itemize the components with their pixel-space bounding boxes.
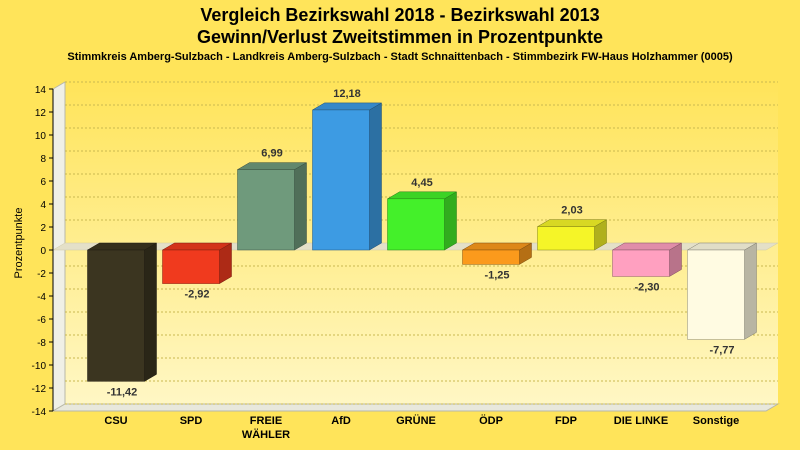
data-label: 12,18 bbox=[333, 88, 361, 100]
x-tick-label: DIE LINKE bbox=[614, 415, 668, 427]
y-tick-label: -14 bbox=[32, 407, 47, 418]
y-tick-label: 12 bbox=[35, 108, 47, 119]
x-tick-label: AfD bbox=[331, 415, 351, 427]
bar bbox=[236, 162, 308, 251]
y-tick-label: -12 bbox=[32, 384, 47, 395]
x-tick-label: FDP bbox=[555, 415, 577, 427]
floor bbox=[51, 403, 780, 412]
bar-top bbox=[161, 242, 233, 251]
y-tick-label: -2 bbox=[37, 269, 46, 280]
bar-top bbox=[686, 242, 758, 251]
bar-front bbox=[87, 249, 145, 382]
y-tick-label: -4 bbox=[37, 292, 46, 303]
y-tick-label: 0 bbox=[40, 246, 46, 257]
bar-top bbox=[86, 242, 158, 251]
data-label: 6,99 bbox=[261, 148, 282, 160]
x-tick-label: WÄHLER bbox=[242, 428, 290, 441]
bar-front bbox=[462, 249, 520, 265]
data-label: -2,92 bbox=[184, 289, 209, 301]
y-tick-label: 10 bbox=[35, 131, 47, 142]
y-tick-label: 14 bbox=[35, 85, 47, 96]
data-label: -7,77 bbox=[709, 344, 734, 356]
bar-top bbox=[461, 242, 533, 251]
bar-top bbox=[236, 162, 308, 170]
bar-front bbox=[612, 249, 670, 277]
bar-side bbox=[444, 191, 457, 251]
x-tick-label: SPD bbox=[180, 415, 203, 427]
bar-top bbox=[311, 102, 383, 111]
bar-side bbox=[744, 242, 757, 340]
title-block: Vergleich Bezirkswahl 2018 - Bezirkswahl… bbox=[0, 0, 800, 63]
data-label: -2,30 bbox=[634, 281, 659, 293]
bar bbox=[161, 242, 233, 285]
y-tick-label: 6 bbox=[40, 177, 46, 188]
chart-subtitle: Stimmkreis Amberg-Sulzbach - Landkreis A… bbox=[67, 51, 733, 63]
y-tick-label: 2 bbox=[40, 223, 46, 234]
x-tick-label: Sonstige bbox=[693, 415, 739, 427]
y-tick-label: -8 bbox=[37, 338, 46, 349]
bar bbox=[461, 242, 533, 265]
chart-title: Vergleich Bezirkswahl 2018 - Bezirkswahl… bbox=[200, 5, 600, 25]
bar-front bbox=[162, 249, 220, 284]
x-tick-label: FREIE bbox=[250, 415, 282, 427]
bar bbox=[611, 242, 683, 277]
bar-side bbox=[294, 162, 307, 251]
x-tick-label: GRÜNE bbox=[396, 414, 436, 427]
bar-top bbox=[611, 242, 683, 251]
y-tick-label: -10 bbox=[32, 361, 47, 372]
bar bbox=[86, 242, 158, 382]
data-label: 4,45 bbox=[411, 177, 432, 189]
chart-title-line2: Gewinn/Verlust Zweitstimmen in Prozentpu… bbox=[196, 27, 604, 47]
bar bbox=[311, 102, 383, 251]
bar-front bbox=[237, 169, 295, 251]
y-tick-label: 8 bbox=[40, 154, 46, 165]
bar-front bbox=[537, 226, 595, 251]
y-tick-label: 4 bbox=[40, 200, 46, 211]
bar bbox=[536, 219, 608, 251]
bar-side bbox=[144, 242, 157, 382]
bar-front bbox=[312, 109, 370, 251]
data-label: -1,25 bbox=[484, 269, 509, 281]
bar-side bbox=[369, 102, 382, 251]
bar bbox=[686, 242, 758, 340]
x-tick-label: CSU bbox=[104, 415, 127, 427]
x-tick-label: ÖDP bbox=[479, 414, 503, 427]
bar-front bbox=[687, 249, 745, 340]
y-axis-label: Prozentpunkte bbox=[13, 208, 25, 279]
bar bbox=[386, 191, 458, 251]
data-label: 2,03 bbox=[561, 205, 582, 217]
bar-top bbox=[536, 219, 608, 227]
data-label: -11,42 bbox=[107, 386, 138, 398]
y-tick-label: -6 bbox=[37, 315, 46, 326]
bar-top bbox=[386, 191, 458, 200]
bar-front bbox=[387, 198, 445, 251]
